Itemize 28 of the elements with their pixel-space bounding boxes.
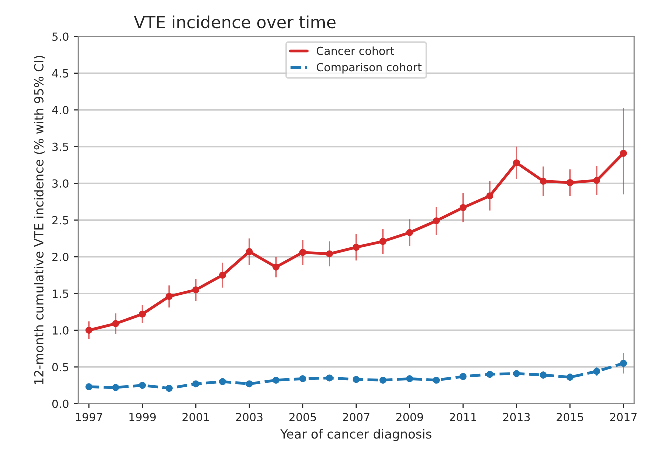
legend-label: Cancer cohort (316, 46, 394, 56)
y-tick-label: 3.0 (52, 180, 69, 188)
x-tick-label: 2007 (343, 413, 370, 422)
y-tick-label: 1.5 (53, 290, 68, 298)
y-tick-label: 3.5 (52, 142, 68, 152)
legend-label: Comparison cohort (316, 63, 422, 74)
x-tick-label: 2013 (503, 413, 530, 422)
y-tick-label: 1.0 (53, 326, 69, 335)
x-tick-label: 1999 (130, 413, 156, 422)
y-tick-label: 4.5 (52, 70, 68, 78)
x-tick-label: 2015 (556, 413, 584, 422)
x-tick-label: 2001 (182, 413, 210, 422)
x-tick-label: 2003 (236, 413, 263, 422)
y-tick-label: 0.5 (52, 363, 68, 372)
x-tick-label: 2009 (396, 413, 424, 422)
point (246, 380, 253, 388)
y-tick-label: 2.0 (52, 253, 69, 262)
x-axis-title: Year of cancer diagnosis (280, 429, 432, 442)
chart-title: VTE incidence over time (134, 16, 336, 29)
x-tick-label: 2017 (610, 413, 637, 422)
y-tick-label: 5.0 (52, 32, 69, 42)
y-axis-title: 12-month cumulative VTE incidence (% with 95% CI) (34, 56, 46, 384)
x-tick-label: 1997 (76, 413, 102, 422)
y-tick-label: 0.0 (52, 400, 69, 408)
y-tick-label: 4.0 (52, 106, 69, 115)
x-tick-label: 2011 (450, 413, 476, 422)
x-tick-label: 2005 (290, 413, 316, 422)
y-tick-label: 2.5 (52, 216, 68, 225)
